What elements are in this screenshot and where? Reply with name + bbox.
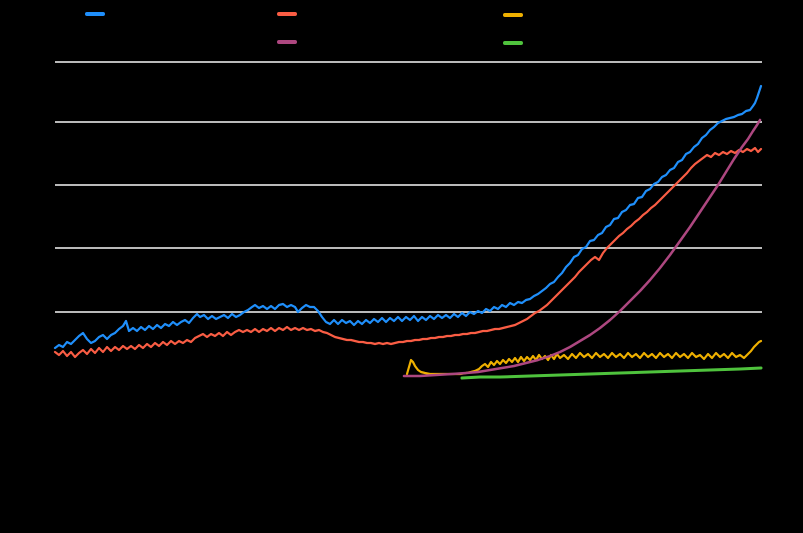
legend-swatch-purple xyxy=(277,40,297,44)
series-line-blue xyxy=(53,84,763,350)
legend-swatch-red xyxy=(277,12,297,16)
series-line-red xyxy=(53,146,763,359)
legend-swatch-yellow xyxy=(503,13,523,17)
series-line-purple xyxy=(402,118,762,378)
series-line-green xyxy=(460,366,763,380)
legend-swatch-blue xyxy=(85,12,105,16)
legend-swatch-green xyxy=(503,41,523,45)
